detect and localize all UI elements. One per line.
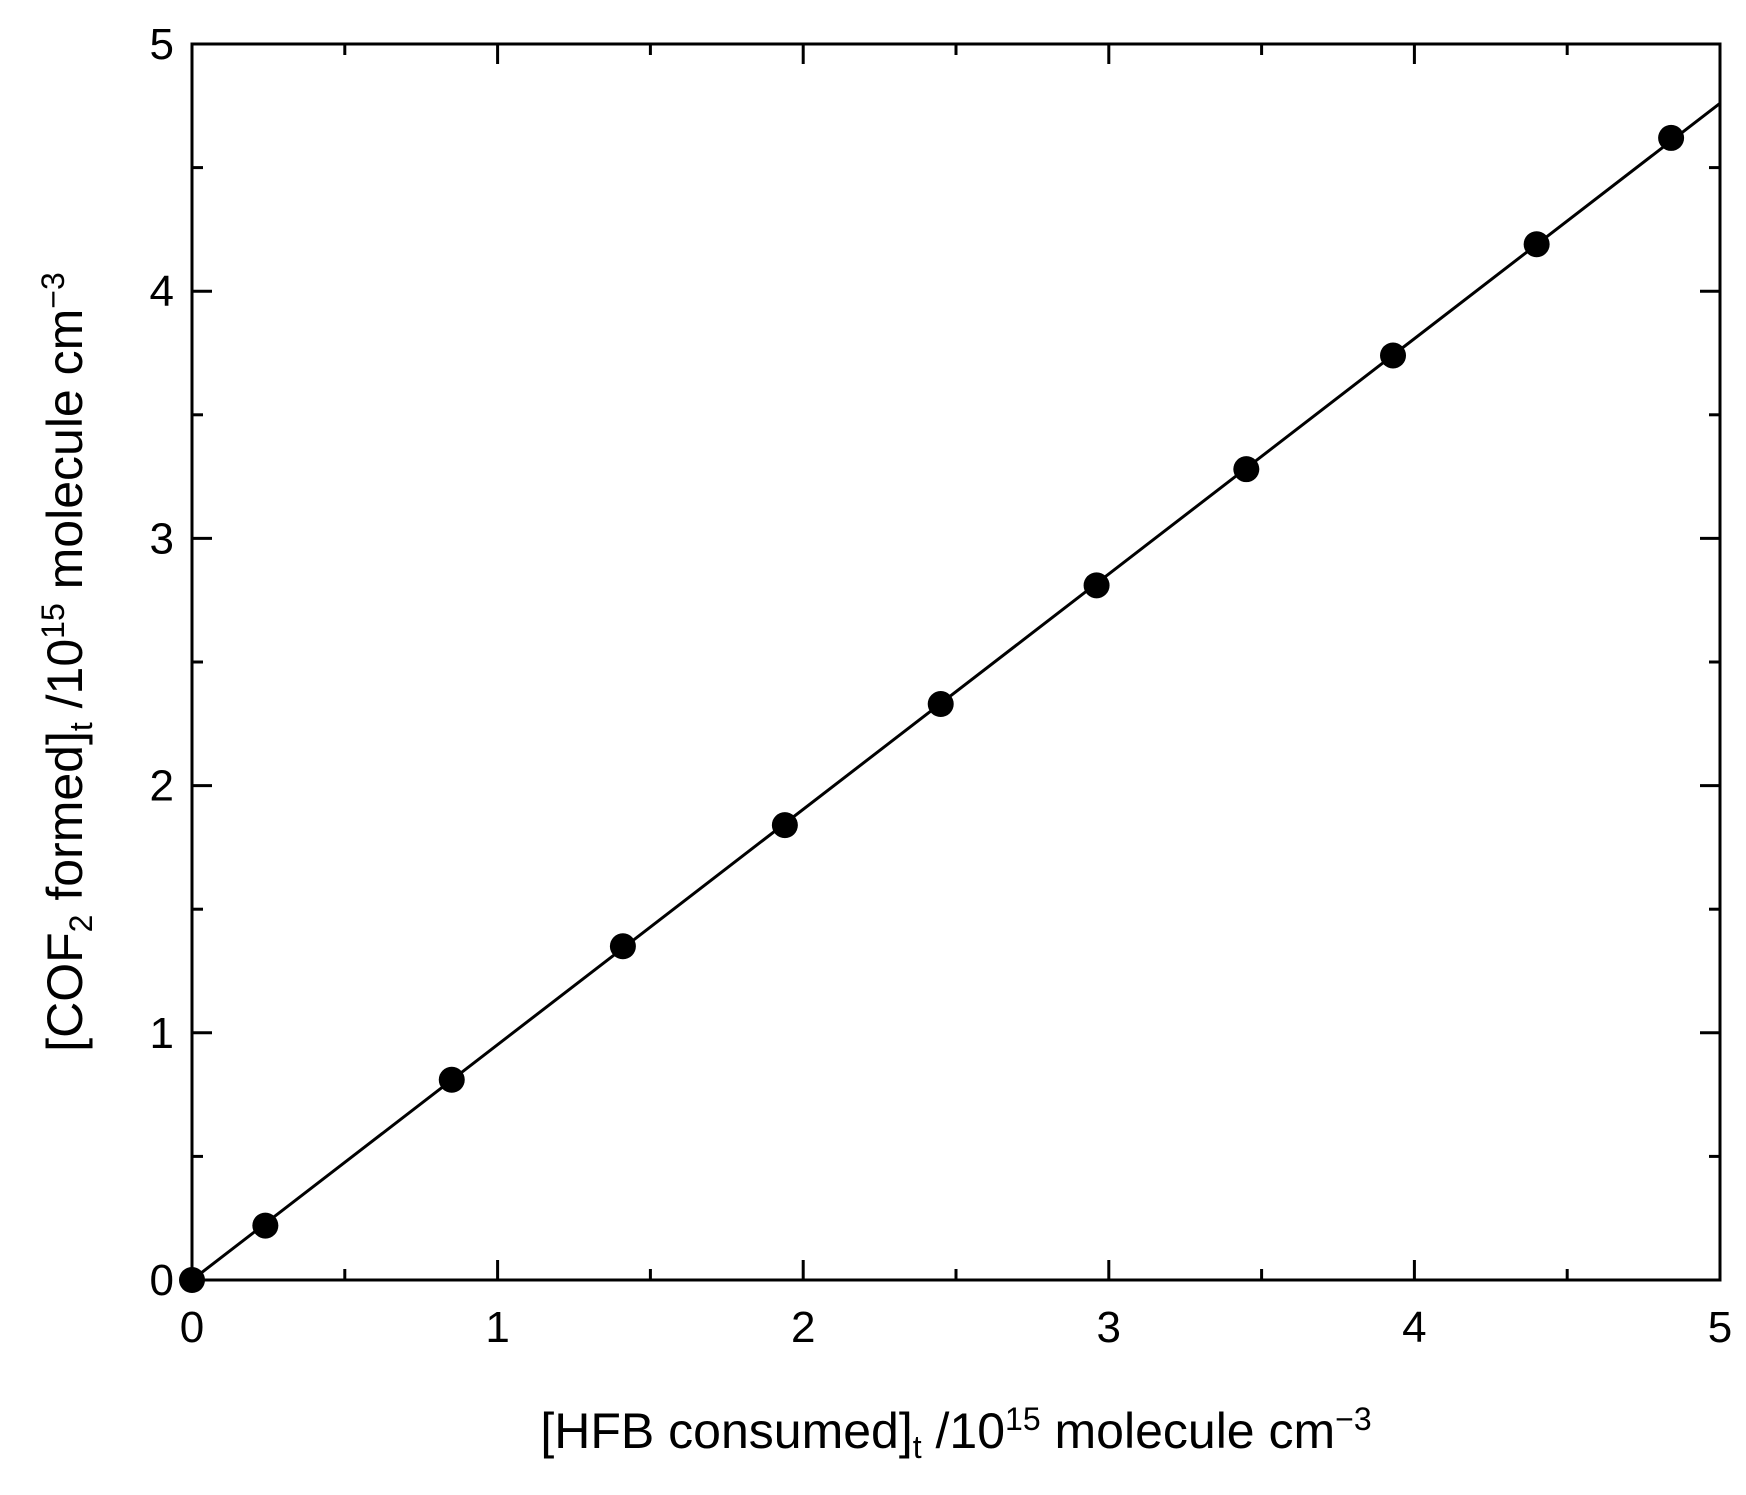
y-tick-label: 3 — [150, 514, 174, 563]
axis-label-part: t — [913, 1429, 922, 1465]
fit-line-group — [191, 102, 1721, 1282]
data-point — [1380, 342, 1407, 369]
data-point — [1083, 572, 1110, 599]
y-tick-label: 4 — [150, 267, 174, 316]
tick-labels: 0 1 2 3 4 5 0 1 2 3 4 5 — [150, 20, 1733, 1352]
axis-label-part: /10 — [922, 1403, 1005, 1459]
axis-label-part: molecule cm — [37, 309, 93, 604]
axis-label-part: [HFB consumed] — [540, 1403, 912, 1459]
x-tick-label: 0 — [180, 1303, 204, 1352]
y-tick-label: 5 — [150, 20, 174, 69]
x-tick-label: 5 — [1708, 1303, 1732, 1352]
axis-label-part: formed] — [37, 731, 93, 914]
data-point — [1523, 231, 1550, 258]
x-tick-label: 2 — [791, 1303, 815, 1352]
axis-label-part: 2 — [63, 915, 99, 933]
y-tick-label: 0 — [150, 1256, 174, 1305]
data-point — [252, 1212, 279, 1239]
axis-label-part: 15 — [1005, 1401, 1041, 1437]
axis-label-part: 15 — [35, 603, 71, 639]
x-axis-label: [HFB consumed]t /1015 molecule cm−3 — [540, 1401, 1371, 1464]
data-points — [179, 124, 1685, 1293]
y-tick-label: 2 — [150, 762, 174, 811]
data-point — [771, 812, 798, 839]
axis-label-part: [COF — [37, 932, 93, 1051]
y-tick-label: 1 — [150, 1009, 174, 1058]
fit-line — [191, 102, 1721, 1282]
data-point — [1233, 456, 1260, 483]
data-point — [1658, 124, 1685, 151]
axis-ticks — [190, 42, 1722, 1282]
plot-frame — [190, 42, 1722, 1282]
axis-label-part: −3 — [35, 272, 71, 308]
axis-label-part: t — [63, 722, 99, 731]
data-point — [609, 933, 636, 960]
x-tick-label: 4 — [1402, 1303, 1426, 1352]
data-point — [927, 691, 954, 718]
axis-label-part: /10 — [37, 639, 93, 722]
x-tick-label: 1 — [485, 1303, 509, 1352]
x-tick-label: 3 — [1097, 1303, 1121, 1352]
data-point — [438, 1066, 465, 1093]
axis-label-part: −3 — [1335, 1401, 1371, 1437]
axis-label-part: molecule cm — [1041, 1403, 1336, 1459]
y-axis-label: [COF2 formed]t /1015 molecule cm−3 — [35, 272, 98, 1052]
